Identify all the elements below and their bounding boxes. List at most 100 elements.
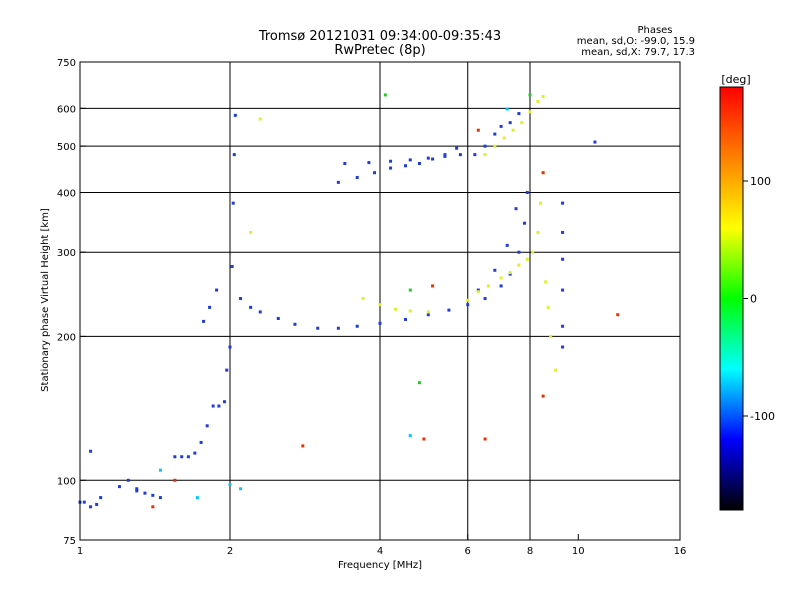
legend-heading: Phases [637, 25, 672, 36]
colorbar-ticks: 100 0 -100 [743, 175, 775, 423]
x-tick-label: 1 [77, 546, 83, 557]
data-points [78, 93, 620, 509]
data-point [403, 164, 407, 168]
legend-line-x: mean, sd,X: 79.7, 17.3 [581, 47, 695, 58]
data-point [316, 326, 320, 330]
data-point [561, 257, 565, 261]
data-point [523, 221, 527, 225]
data-point [193, 451, 197, 455]
x-tick-label: 16 [674, 546, 687, 557]
data-point [493, 268, 497, 272]
data-point [394, 307, 398, 311]
data-point [228, 482, 232, 486]
data-point [561, 345, 565, 349]
y-axis-label: Stationary phase Virtual Height [km] [40, 208, 51, 392]
data-point [466, 298, 470, 302]
legend-line-o: mean, sd,O: -99.0, 15.9 [577, 36, 695, 47]
y-tick-label: 200 [57, 332, 76, 343]
data-point [553, 368, 557, 372]
data-point [276, 316, 280, 320]
colorbar-tick-label: 0 [750, 293, 757, 306]
data-point [528, 93, 532, 97]
data-point [561, 230, 565, 234]
data-point [476, 290, 480, 294]
data-point [143, 491, 147, 495]
data-point [361, 297, 365, 301]
data-point [541, 394, 545, 398]
data-point [514, 207, 518, 211]
data-point [466, 303, 470, 307]
data-point [215, 288, 219, 292]
data-point [211, 404, 215, 408]
data-point [499, 276, 503, 280]
data-point [186, 455, 190, 459]
data-point [517, 250, 521, 254]
data-point [549, 334, 553, 338]
data-point [531, 250, 535, 254]
data-point [508, 272, 512, 276]
data-point [89, 449, 93, 453]
x-axis-label: Frequency [MHz] [338, 560, 422, 571]
data-point [528, 110, 532, 114]
data-point [223, 400, 227, 404]
data-point [561, 288, 565, 292]
data-point [520, 121, 524, 125]
data-point [135, 489, 139, 493]
data-point [502, 136, 506, 140]
axis-ticks: 1 2 4 6 8 10 16 75 100 200 300 400 500 600 750 [57, 58, 686, 557]
data-point [117, 485, 121, 489]
data-point [249, 230, 253, 234]
data-point [443, 153, 447, 157]
data-point [180, 455, 184, 459]
data-point [561, 201, 565, 205]
data-point [403, 317, 407, 321]
y-tick-label: 300 [57, 248, 76, 259]
data-point [431, 284, 435, 288]
data-point [195, 496, 199, 500]
data-point [389, 159, 393, 163]
chart-subtitle: RwPretec (8p) [334, 43, 425, 58]
data-point [217, 404, 221, 408]
data-point [233, 113, 237, 117]
data-point [431, 157, 435, 161]
data-point [499, 284, 503, 288]
data-point [525, 257, 529, 261]
data-point [231, 201, 235, 205]
data-point [426, 310, 430, 314]
data-point [426, 313, 430, 317]
data-point [408, 288, 412, 292]
x-tick-label: 2 [227, 546, 233, 557]
data-point [505, 107, 509, 111]
data-point [593, 140, 597, 144]
data-point [99, 496, 103, 500]
data-point [173, 478, 177, 482]
x-tick-label: 8 [527, 546, 533, 557]
x-tick-label: 10 [572, 546, 585, 557]
x-tick-label: 4 [377, 546, 383, 557]
data-point [539, 201, 543, 205]
data-point [301, 444, 305, 448]
data-point [476, 288, 480, 292]
grid [80, 62, 680, 540]
colorbar-tick-label: 100 [750, 175, 771, 188]
data-point [199, 440, 203, 444]
data-point [508, 121, 512, 125]
data-point [458, 153, 462, 157]
data-point [493, 132, 497, 136]
data-point [544, 280, 548, 284]
data-point [508, 271, 512, 275]
data-point [561, 324, 565, 328]
data-point [546, 305, 550, 309]
data-point [616, 313, 620, 317]
data-point [82, 500, 86, 504]
data-point [232, 153, 236, 157]
data-point [505, 243, 509, 247]
data-point [536, 100, 540, 104]
data-point [293, 322, 297, 326]
data-point [417, 161, 421, 165]
data-point [202, 319, 206, 323]
colorbar-tick-label: -100 [750, 410, 775, 423]
colorbar-label: [deg] [721, 73, 750, 86]
data-point [173, 455, 177, 459]
